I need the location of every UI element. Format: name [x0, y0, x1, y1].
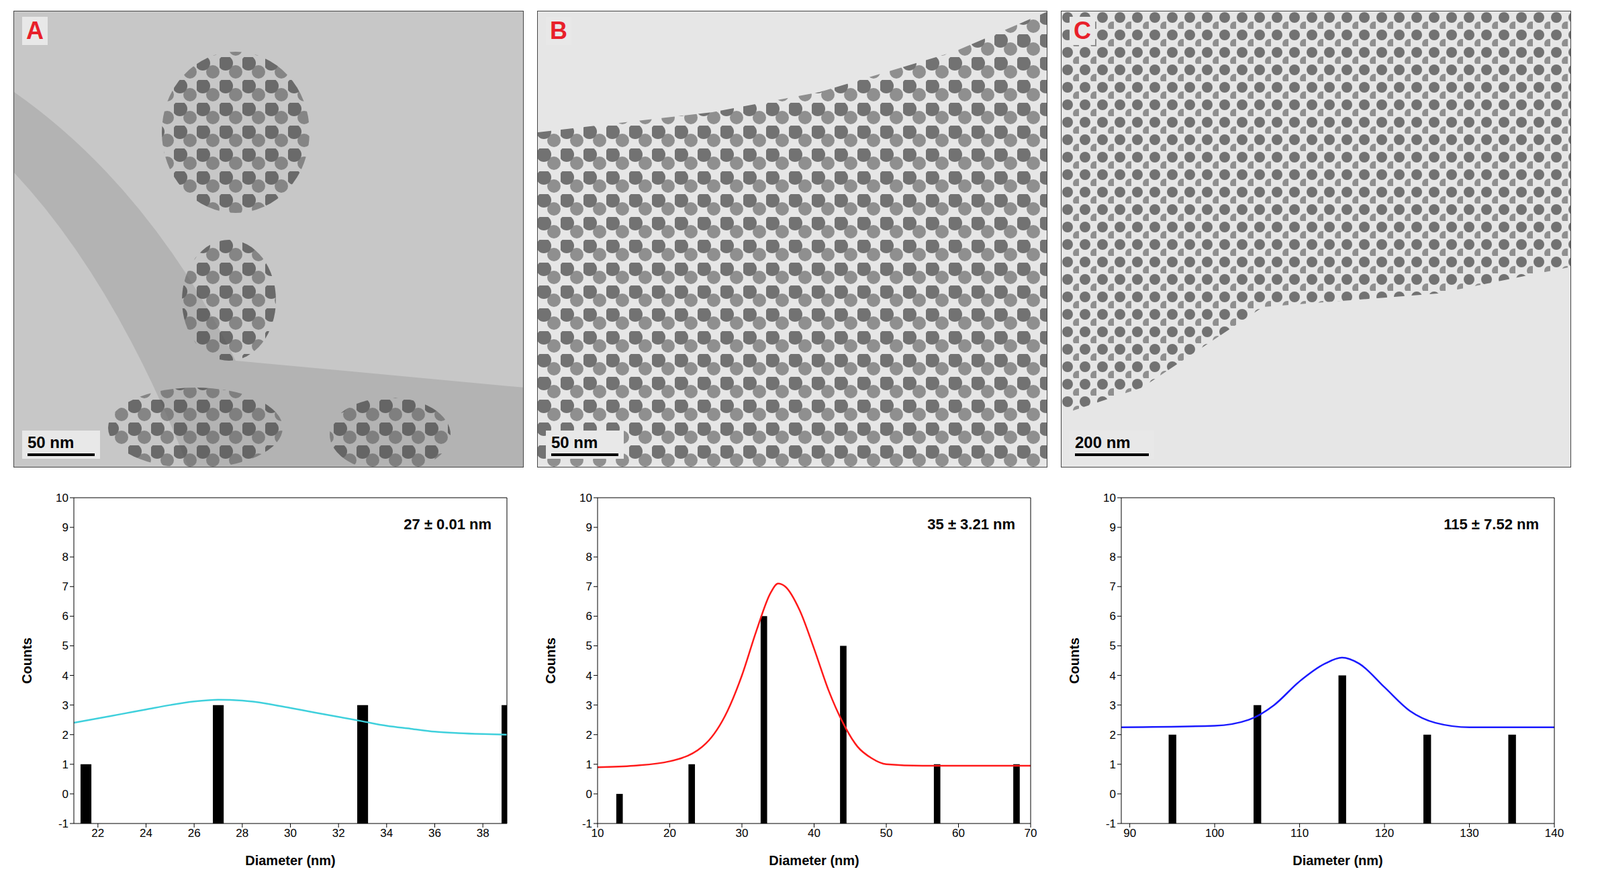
html-text:115 ± 7.52 nm: 115 ± 7.52 nm: [1443, 515, 1539, 533]
svg-text:5: 5: [586, 639, 593, 652]
svg-text:130: 130: [1459, 826, 1479, 840]
svg-text:70: 70: [1024, 826, 1038, 840]
svg-text:36: 36: [428, 826, 442, 840]
svg-text:22: 22: [91, 826, 105, 840]
html-text:B: B: [549, 16, 568, 45]
svg-text:8: 8: [1109, 550, 1116, 564]
svg-text:2: 2: [586, 728, 593, 742]
svg-text:4: 4: [62, 669, 69, 683]
html-text:27 ± 0.01 nm: 27 ± 0.01 nm: [403, 515, 492, 533]
svg-text:20: 20: [663, 826, 677, 840]
html-text:A: A: [26, 16, 44, 45]
svg-text:Diameter (nm): Diameter (nm): [768, 852, 859, 868]
svg-text:38: 38: [476, 826, 490, 840]
svg-text:-1: -1: [582, 817, 593, 830]
svg-text:26: 26: [187, 826, 201, 840]
svg-text:5: 5: [1109, 639, 1116, 652]
svg-text:6: 6: [62, 609, 69, 623]
svg-text:100: 100: [1205, 826, 1225, 840]
svg-text:7: 7: [586, 580, 593, 593]
svg-text:4: 4: [1109, 669, 1116, 683]
svg-text:10: 10: [579, 491, 593, 505]
svg-text:-1: -1: [1105, 817, 1116, 830]
svg-text:10: 10: [1103, 491, 1116, 505]
svg-text:60: 60: [952, 826, 965, 840]
svg-text:Counts: Counts: [1066, 637, 1082, 684]
svg-text:50: 50: [880, 826, 893, 840]
svg-text:6: 6: [1109, 609, 1116, 623]
svg-text:9: 9: [62, 521, 69, 534]
html-text:50 nm: 50 nm: [551, 433, 598, 452]
svg-text:40: 40: [807, 826, 821, 840]
svg-text:0: 0: [62, 787, 69, 801]
svg-text:32: 32: [332, 826, 346, 840]
html-text:35 ± 3.21 nm: 35 ± 3.21 nm: [927, 515, 1016, 533]
svg-text:6: 6: [586, 609, 593, 623]
svg-text:3: 3: [1109, 698, 1116, 712]
svg-text:34: 34: [380, 826, 393, 840]
svg-text:-1: -1: [58, 817, 69, 830]
svg-text:7: 7: [62, 580, 69, 593]
svg-text:4: 4: [586, 669, 593, 683]
svg-text:8: 8: [62, 550, 69, 564]
svg-text:1: 1: [586, 758, 593, 771]
svg-text:30: 30: [735, 826, 749, 840]
svg-text:0: 0: [586, 787, 593, 801]
svg-text:3: 3: [62, 698, 69, 712]
svg-text:10: 10: [591, 826, 605, 840]
svg-text:Diameter (nm): Diameter (nm): [1292, 852, 1383, 868]
svg-text:5: 5: [62, 639, 69, 652]
svg-text:90: 90: [1123, 826, 1137, 840]
svg-text:Counts: Counts: [543, 637, 558, 684]
svg-text:120: 120: [1375, 826, 1394, 840]
svg-text:1: 1: [62, 758, 69, 771]
svg-text:10: 10: [55, 491, 69, 505]
svg-text:110: 110: [1290, 826, 1309, 840]
svg-text:0: 0: [1109, 787, 1116, 801]
svg-text:7: 7: [1109, 580, 1116, 593]
svg-text:Diameter (nm): Diameter (nm): [245, 852, 336, 868]
svg-text:140: 140: [1544, 826, 1564, 840]
svg-text:9: 9: [1109, 521, 1116, 534]
svg-text:1: 1: [1109, 758, 1116, 771]
svg-text:3: 3: [586, 698, 593, 712]
svg-text:28: 28: [235, 826, 249, 840]
html-text:C: C: [1073, 16, 1092, 45]
html-text:200 nm: 200 nm: [1074, 433, 1131, 452]
svg-text:9: 9: [586, 521, 593, 534]
svg-text:8: 8: [586, 550, 593, 564]
svg-text:2: 2: [1109, 728, 1116, 742]
svg-text:2: 2: [62, 728, 69, 742]
svg-text:30: 30: [284, 826, 297, 840]
svg-text:Counts: Counts: [19, 637, 35, 684]
html-text:50 nm: 50 nm: [27, 433, 75, 452]
svg-text:24: 24: [139, 826, 153, 840]
